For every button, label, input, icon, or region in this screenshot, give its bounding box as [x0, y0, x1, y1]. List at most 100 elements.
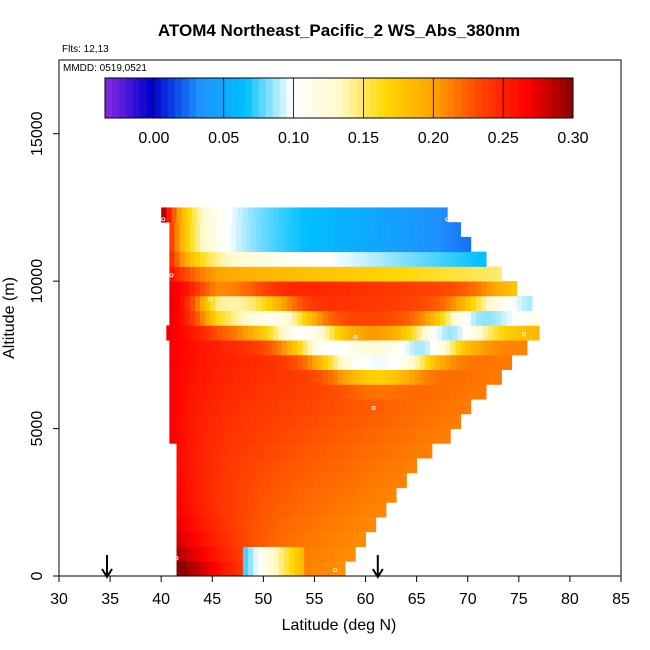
heatmap-cell	[353, 354, 359, 370]
heatmap-cell	[399, 428, 405, 444]
heatmap-cell	[501, 354, 507, 370]
heatmap-cell	[304, 546, 310, 562]
heatmap-cell	[273, 546, 280, 562]
heatmap-cell	[343, 222, 349, 238]
heatmap-cell	[365, 472, 372, 488]
colorbar-swatch	[489, 78, 497, 118]
heatmap-cell	[299, 531, 305, 547]
heatmap-cell	[176, 531, 183, 547]
heatmap-cell	[184, 428, 191, 444]
heatmap-cell	[383, 281, 390, 297]
heatmap-cell	[235, 369, 242, 385]
heatmap-cell	[181, 207, 188, 223]
profile-point	[445, 217, 450, 222]
heatmap-cell	[477, 325, 484, 341]
heatmap-cell	[266, 384, 272, 400]
heatmap-cell	[251, 399, 257, 415]
heatmap-cell	[297, 369, 303, 385]
heatmap-cell	[399, 222, 405, 238]
heatmap-cell	[389, 310, 395, 326]
heatmap-cell	[253, 472, 259, 488]
heatmap-cell	[273, 531, 280, 547]
heatmap-cell	[258, 502, 264, 518]
heatmap-cell	[281, 266, 288, 282]
heatmap-cell	[273, 443, 280, 459]
heatmap-cell	[421, 207, 428, 223]
heatmap-cell	[276, 295, 283, 312]
heatmap-cell	[450, 413, 456, 429]
heatmap-cell	[242, 472, 249, 488]
heatmap-cell	[220, 384, 226, 400]
heatmap-cell	[460, 354, 467, 370]
heatmap-cell	[419, 369, 426, 385]
heatmap-cell	[378, 310, 385, 326]
heatmap-cell	[235, 266, 242, 282]
heatmap-cell	[340, 325, 346, 341]
heatmap-cell	[217, 472, 223, 488]
heatmap-cell	[340, 531, 346, 547]
heatmap-cell	[358, 340, 364, 356]
heatmap-cell	[288, 443, 295, 459]
heatmap-cell	[202, 531, 208, 547]
heatmap-cell	[230, 413, 237, 429]
heatmap-cell	[286, 413, 293, 429]
heatmap-cell	[419, 295, 426, 312]
colorbar-swatch	[223, 78, 232, 118]
heatmap-cell	[210, 413, 216, 429]
heatmap-cell	[429, 340, 436, 356]
heatmap-cell	[411, 207, 418, 223]
heatmap-cell	[424, 281, 431, 297]
heatmap-cell	[429, 266, 436, 282]
heatmap-cell	[348, 295, 354, 312]
heatmap-cell	[169, 251, 175, 267]
heatmap-cell	[268, 472, 274, 488]
heatmap-cell	[176, 325, 183, 341]
heatmap-cell	[227, 502, 234, 518]
heatmap-cell	[309, 531, 315, 547]
colorbar-swatch	[370, 78, 378, 118]
heatmap-cell	[212, 517, 218, 533]
heatmap-cell	[526, 310, 533, 326]
heatmap-cell	[334, 517, 341, 533]
heatmap-cell	[501, 295, 507, 312]
heatmap-cell	[286, 340, 293, 356]
heatmap-cell	[353, 428, 359, 444]
colorbar-tick-label: 0.10	[278, 130, 309, 147]
heatmap-cell	[196, 546, 203, 562]
heatmap-cell	[401, 443, 407, 459]
heatmap-cell	[332, 222, 339, 238]
heatmap-cell	[281, 384, 288, 400]
heatmap-cell	[189, 399, 196, 415]
heatmap-cell	[314, 546, 320, 562]
heatmap-cell	[302, 369, 308, 385]
heatmap-cell	[179, 369, 186, 385]
heatmap-cell	[348, 251, 354, 267]
heatmap-cell	[340, 517, 346, 533]
heatmap-cell	[202, 458, 208, 474]
heatmap-cell	[278, 531, 285, 547]
heatmap-cell	[215, 413, 221, 429]
heatmap-cell	[294, 502, 300, 518]
x-tick-label: 40	[152, 591, 170, 608]
heatmap-cell	[212, 207, 218, 223]
heatmap-cell	[227, 561, 234, 577]
heatmap-cell	[286, 266, 293, 282]
heatmap-cell	[383, 354, 390, 370]
heatmap-cell	[258, 325, 264, 341]
heatmap-cell	[210, 399, 216, 415]
heatmap-cell	[200, 399, 206, 415]
heatmap-cell	[191, 472, 198, 488]
heatmap-cell	[385, 443, 392, 459]
heatmap-cell	[240, 369, 247, 385]
heatmap-cell	[297, 266, 303, 282]
heatmap-cell	[210, 310, 216, 326]
heatmap-cell	[426, 207, 433, 223]
heatmap-cell	[200, 236, 206, 253]
heatmap-cell	[240, 295, 247, 312]
heatmap-cell	[501, 310, 507, 326]
heatmap-cell	[217, 502, 223, 518]
heatmap-cell	[278, 561, 285, 577]
heatmap-cell	[253, 561, 259, 577]
heatmap-cell	[385, 325, 392, 341]
heatmap-cell	[194, 251, 201, 267]
